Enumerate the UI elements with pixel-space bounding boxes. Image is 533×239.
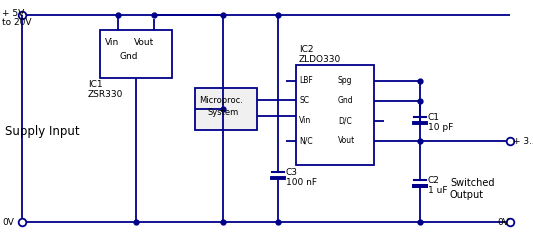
- Text: ZSR330: ZSR330: [88, 90, 123, 99]
- Text: Switched: Switched: [450, 178, 495, 188]
- Text: 100 nF: 100 nF: [286, 178, 317, 187]
- Text: Vin: Vin: [105, 38, 119, 47]
- Text: IC2: IC2: [299, 45, 313, 54]
- Text: C1: C1: [428, 113, 440, 122]
- Text: LBF: LBF: [299, 76, 313, 85]
- Text: + 5V: + 5V: [2, 9, 24, 18]
- Text: Vout: Vout: [134, 38, 154, 47]
- Bar: [100, 30, 172, 78]
- Text: Output: Output: [450, 190, 484, 200]
- Text: + 3.3V: + 3.3V: [513, 137, 533, 146]
- Text: 0V: 0V: [2, 218, 14, 227]
- Text: to 20V: to 20V: [2, 18, 31, 27]
- Bar: [195, 88, 257, 130]
- Text: Vout: Vout: [338, 136, 356, 145]
- Text: ZLDO330: ZLDO330: [299, 55, 341, 64]
- Text: Gnd: Gnd: [120, 52, 139, 61]
- Text: Supply Input: Supply Input: [5, 125, 79, 138]
- Text: D/C: D/C: [338, 116, 352, 125]
- Text: Vin: Vin: [299, 116, 311, 125]
- Text: Microproc.: Microproc.: [199, 96, 243, 105]
- Text: System: System: [207, 108, 238, 117]
- Text: C3: C3: [286, 168, 298, 177]
- Bar: [296, 65, 374, 165]
- Text: Gnd: Gnd: [338, 96, 353, 105]
- Text: IC1: IC1: [88, 80, 103, 89]
- Text: 0V: 0V: [497, 218, 509, 227]
- Text: C2: C2: [428, 176, 440, 185]
- Text: 10 pF: 10 pF: [428, 123, 453, 132]
- Text: SC: SC: [299, 96, 309, 105]
- Text: Spg: Spg: [338, 76, 352, 85]
- Text: N/C: N/C: [299, 136, 313, 145]
- Text: 1 uF: 1 uF: [428, 186, 448, 195]
